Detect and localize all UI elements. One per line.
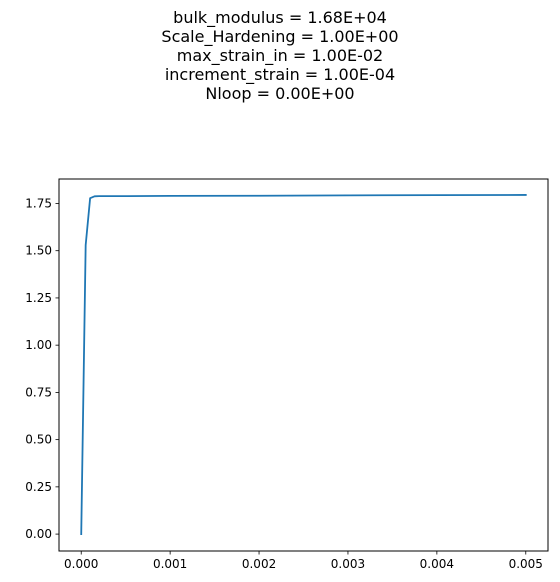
y-tick-label: 0.25 (25, 480, 52, 494)
title-line-max-strain-in: max_strain_in = 1.00E-02 (176, 46, 384, 65)
y-tick-label: 0.75 (25, 385, 52, 399)
title-line-bulk-modulus: bulk_modulus = 1.68E+04 (173, 8, 387, 27)
title-line-nloop: Nloop = 0.00E+00 (205, 84, 355, 103)
y-tick-label: 1.00 (25, 338, 52, 352)
series-layer (80, 194, 527, 536)
y-tick-label: 0.50 (25, 433, 52, 447)
x-tick-label: 0.001 (153, 557, 187, 571)
y-tick-label: 1.25 (25, 291, 52, 305)
plot-frame (58, 178, 549, 552)
x-tick-label: 0.002 (242, 557, 276, 571)
y-tick-label: 1.50 (25, 244, 52, 258)
x-tick-label: 0.005 (509, 557, 543, 571)
title-line-increment-strain: increment_strain = 1.00E-04 (164, 65, 396, 84)
chart-title: bulk_modulus = 1.68E+04 Scale_Hardening … (0, 8, 560, 103)
x-tick-label: 0.000 (64, 557, 98, 571)
y-tick-label: 0.00 (25, 527, 52, 541)
axes-layer: 0.000 0.001 0.002 0.003 0.004 0.005 0.00 0.25 0.… (25, 196, 543, 571)
x-tick-label: 0.003 (331, 557, 365, 571)
y-tick-label: 1.75 (25, 196, 52, 210)
x-tick-label: 0.004 (420, 557, 454, 571)
title-line-scale-hardening: Scale_Hardening = 1.00E+00 (161, 27, 399, 46)
series-line (80, 194, 527, 536)
